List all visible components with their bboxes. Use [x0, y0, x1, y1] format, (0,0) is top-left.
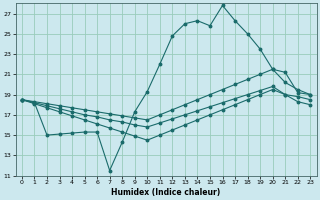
X-axis label: Humidex (Indice chaleur): Humidex (Indice chaleur) [111, 188, 221, 197]
